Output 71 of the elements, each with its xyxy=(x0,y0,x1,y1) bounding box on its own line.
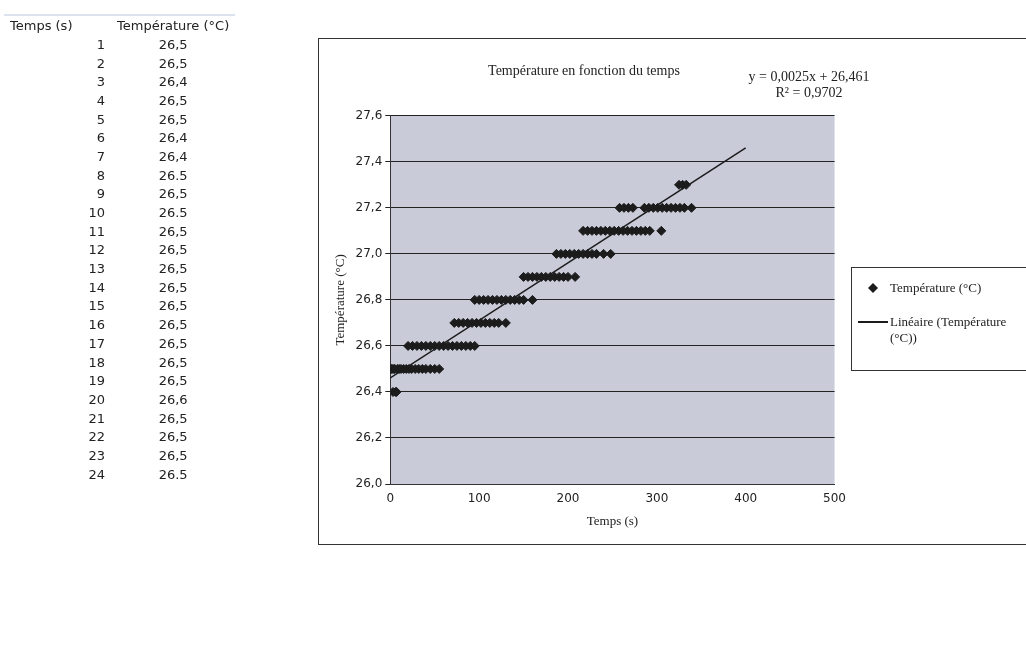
data-label: 26,5 xyxy=(157,372,189,391)
data-label: 26,4 xyxy=(157,73,189,92)
y-tick-label: 16 xyxy=(87,316,106,334)
text: y = 0,0025x + 26,461 xyxy=(747,69,871,85)
y-axis-title: Temps (s) xyxy=(4,15,111,35)
y-tick-label: 26,6 xyxy=(355,338,383,353)
y-tick-label: 26,4 xyxy=(355,384,383,399)
y-tick-label: 5 xyxy=(95,110,106,129)
x-tick-label: 500 xyxy=(823,491,846,506)
y-tick-label: 27,0 xyxy=(355,246,383,260)
data-label: 26.5 xyxy=(157,204,189,222)
data-label: 26,5 xyxy=(157,353,189,372)
data-label: 26,5 xyxy=(157,446,189,465)
x-tick-label: 200 xyxy=(556,491,580,506)
data-label: 26,5 xyxy=(157,334,189,353)
data-label: 26,5 xyxy=(157,222,189,241)
y-axis-title: Température (°C) xyxy=(332,254,348,346)
y-tick-label: 19 xyxy=(87,372,106,391)
data-label: 26,5 xyxy=(157,241,189,260)
y-tick-label: 15 xyxy=(87,297,106,316)
y-tick-label: 26,8 xyxy=(355,292,383,307)
y-tick-label: 4 xyxy=(95,91,106,110)
data-label: 26,6 xyxy=(157,390,189,409)
data-label: 26,5 xyxy=(157,35,189,54)
y-tick-label: 17 xyxy=(87,334,106,353)
legend-label: Température (°C) xyxy=(890,280,982,296)
data-label: 26,5 xyxy=(157,185,189,204)
data-label: 26,5 xyxy=(157,428,189,447)
x-tick-label: 300 xyxy=(645,491,669,506)
data-label: 26,5 xyxy=(157,260,189,278)
y-tick-label: 27,6 xyxy=(355,107,383,122)
y-tick-label: 21 xyxy=(87,409,106,428)
y-tick-label: 6 xyxy=(95,129,106,148)
y-tick-label: 11 xyxy=(87,222,106,241)
legend-label: Linéaire (Température (°C)) xyxy=(890,314,1008,346)
data-label: 26,5 xyxy=(157,91,189,110)
y-tick-label: 12 xyxy=(87,241,106,260)
x-tick-label: 0 xyxy=(386,491,395,506)
y-tick-label: 8 xyxy=(95,166,106,185)
y-tick-label: 18 xyxy=(87,353,106,372)
data-label: 26,4 xyxy=(157,147,189,166)
y-tick-label: 9 xyxy=(95,185,106,204)
x-tick-label: 100 xyxy=(467,491,491,506)
y-tick-label: 22 xyxy=(87,428,106,447)
y-tick-label: 7 xyxy=(95,147,106,166)
data-label: 26,4 xyxy=(157,129,189,148)
y-tick-label: 3 xyxy=(95,73,106,92)
data-label: 26,5 xyxy=(157,278,189,297)
y-tick-label: 23 xyxy=(87,446,106,465)
chart-title: Température en fonction du temps xyxy=(488,63,680,79)
y-tick-label: 27,2 xyxy=(355,199,383,214)
data-label: 26,5 xyxy=(157,110,189,129)
x-axis-title: Temps (s) xyxy=(586,512,639,528)
data-label: 26,5 xyxy=(157,297,189,316)
x-tick-label: 400 xyxy=(734,491,758,506)
y-tick-label: 27,4 xyxy=(355,153,383,168)
data-label: 26,5 xyxy=(157,54,189,73)
y-tick-label: 1 xyxy=(95,35,106,54)
y-tick-label: 24 xyxy=(87,465,106,484)
y-tick-label: 20 xyxy=(87,390,106,409)
y-tick-label: 10 xyxy=(87,204,106,222)
y-tick-label: 26,0 xyxy=(355,476,383,491)
y-tick-label: 26,2 xyxy=(355,430,383,445)
data-label: 26.5 xyxy=(157,465,189,484)
data-label: 26.5 xyxy=(157,166,189,185)
y-tick-label: 2 xyxy=(95,54,106,73)
y-tick-label: 13 xyxy=(87,260,106,278)
data-label: 26,5 xyxy=(157,409,189,428)
text: R² = 0,9702 xyxy=(774,85,844,101)
y-tick-label: 14 xyxy=(87,278,106,297)
data-label: 26,5 xyxy=(157,316,189,334)
